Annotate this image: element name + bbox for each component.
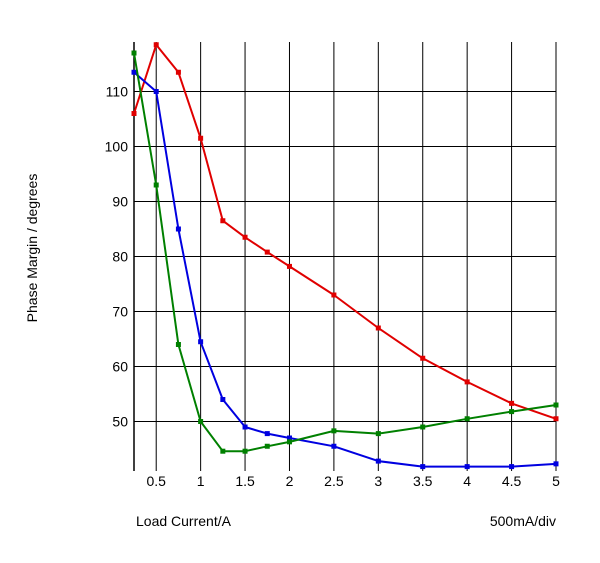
data-point-marker bbox=[375, 325, 381, 331]
y-axis-title: Phase Margin / degrees bbox=[24, 174, 40, 323]
data-point-marker bbox=[242, 448, 248, 454]
x-tick-label: 1.5 bbox=[235, 473, 255, 489]
y-tick-label: 80 bbox=[112, 249, 128, 265]
data-point-marker bbox=[420, 464, 426, 470]
x-tick-label: 2 bbox=[286, 473, 294, 489]
data-point-marker bbox=[264, 431, 270, 437]
y-tick-label: 60 bbox=[112, 359, 128, 375]
x-tick-label: 3.5 bbox=[413, 473, 433, 489]
x-tick-label: 0.5 bbox=[146, 473, 166, 489]
data-point-marker bbox=[198, 135, 204, 141]
series-group bbox=[131, 69, 559, 470]
data-point-marker bbox=[286, 435, 292, 441]
data-point-marker bbox=[264, 249, 270, 255]
data-point-marker bbox=[131, 111, 137, 116]
data-point-marker bbox=[220, 448, 226, 454]
data-point-marker bbox=[420, 424, 426, 430]
data-point-marker bbox=[464, 379, 470, 385]
x-tick-label: 4.5 bbox=[502, 473, 522, 489]
x-tick-label: 5 bbox=[552, 473, 560, 489]
data-point-marker bbox=[198, 339, 204, 345]
y-tick-label: 100 bbox=[105, 139, 129, 155]
scale-note: 500mA/div bbox=[490, 513, 556, 529]
tick-labels: 0.5 1 1.5 2 2.5 3 3.5 4 4.5 5 50 60 70 80 90 100 110 bbox=[105, 84, 560, 490]
data-point-marker bbox=[131, 50, 137, 56]
y-tick-label: 90 bbox=[112, 194, 128, 210]
data-point-marker bbox=[175, 342, 181, 347]
data-point-marker bbox=[553, 416, 559, 422]
data-point-marker bbox=[242, 234, 248, 240]
data-point-marker bbox=[153, 89, 159, 94]
grid-lines bbox=[134, 42, 557, 471]
x-tick-label: 3 bbox=[374, 473, 382, 489]
data-point-marker bbox=[220, 397, 226, 402]
data-point-marker bbox=[420, 355, 426, 361]
x-tick-label: 1 bbox=[197, 473, 205, 489]
data-point-marker bbox=[220, 218, 226, 224]
data-point-marker bbox=[198, 419, 204, 424]
y-tick-label: 50 bbox=[112, 414, 128, 430]
data-point-marker bbox=[553, 461, 559, 467]
data-point-marker bbox=[331, 292, 337, 298]
data-point-marker bbox=[153, 182, 159, 188]
data-point-marker bbox=[509, 464, 515, 470]
data-series bbox=[131, 42, 559, 470]
series-group bbox=[131, 50, 559, 454]
x-axis-title: Load Current/A bbox=[136, 513, 232, 529]
data-point-marker bbox=[553, 402, 559, 408]
data-point-marker bbox=[175, 226, 181, 232]
y-tick-label: 110 bbox=[106, 84, 129, 100]
data-point-marker bbox=[331, 428, 337, 434]
data-point-marker bbox=[464, 464, 470, 470]
data-point-marker bbox=[286, 439, 292, 445]
data-point-marker bbox=[509, 400, 515, 406]
data-point-marker bbox=[153, 42, 159, 48]
y-tick-label: 70 bbox=[112, 304, 128, 320]
series-line bbox=[133, 71, 557, 468]
data-point-marker bbox=[264, 443, 270, 449]
data-point-marker bbox=[375, 458, 381, 464]
data-point-marker bbox=[242, 424, 248, 430]
x-tick-label: 2.5 bbox=[324, 473, 344, 489]
data-point-marker bbox=[131, 69, 137, 75]
data-point-marker bbox=[175, 69, 181, 75]
data-point-marker bbox=[375, 431, 381, 437]
series-group bbox=[131, 42, 559, 422]
data-point-marker bbox=[286, 263, 292, 269]
series-line bbox=[133, 43, 557, 420]
data-point-marker bbox=[509, 409, 515, 415]
data-point-marker bbox=[331, 443, 337, 449]
series-line bbox=[133, 52, 557, 453]
x-tick-label: 4 bbox=[463, 473, 471, 489]
data-point-marker bbox=[464, 416, 470, 422]
